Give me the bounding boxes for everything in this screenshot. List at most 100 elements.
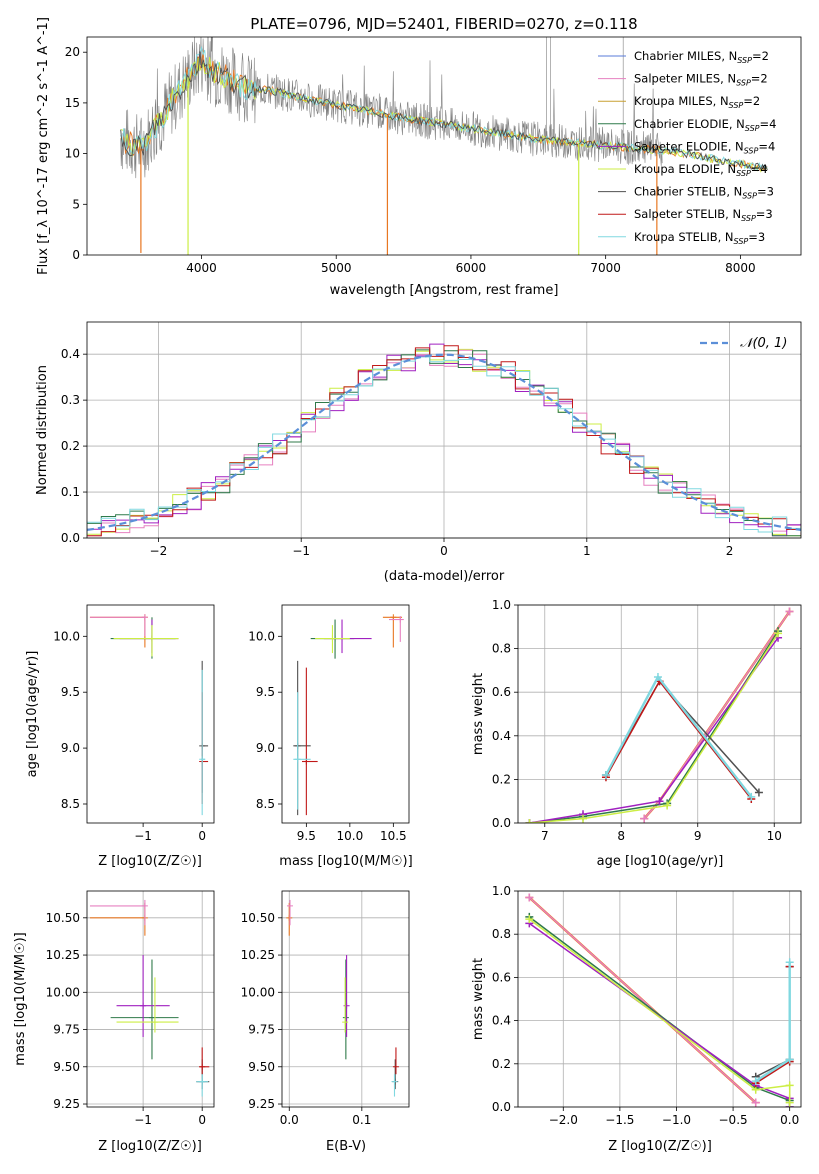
page-title: PLATE=0796, MJD=52401, FIBERID=0270, z=0… [250,15,637,33]
chart-mass_weight_vs_age: 7 8 9 10 0.0 0.2 0.4 0.6 0.8 1.0 [492,598,802,843]
series-marker-salpeter_miles [785,607,794,616]
point-marker-kroupa_elodie [329,635,336,642]
point-marker-salpeter_miles [141,902,148,909]
point-marker-salpeter_miles [286,902,293,909]
x-tick-label: −1.0 [662,1113,691,1127]
chart-spectrum: 4000 5000 6000 7000 8000 0 5 10 15 20 Chabrier MIL… [65,36,802,275]
axes-frame [517,604,802,824]
x-tick-label: 10.0 [336,829,363,843]
y-tick-label: 0.2 [61,439,80,453]
y-tick-label: 10.25 [46,948,80,962]
y-tick-label: 0.4 [61,347,80,361]
legend-label-salpeter_stelib: Salpeter STELIB, NSSP=3 [634,207,773,223]
axes-frame [517,890,802,1108]
legend-label-chabrier_elodie: Chabrier ELODIE, NSSP=4 [634,117,776,133]
chart-residuals: −2 −1 0 1 2 0.0 0.1 0.2 0.3 0.4 𝒩(0, 1) [61,321,802,558]
series-kroupa_elodie [529,632,779,823]
spectrum-model-chabrier_stelib [120,51,768,171]
x-tick-label: 7000 [590,261,621,275]
point-marker-salpeter_stelib [392,1063,399,1070]
x-tick-label: 0 [198,1113,206,1127]
x-tick-label: 2 [726,544,734,558]
chart-age_vs_mass: 9.5 10.0 10.5 8.5 9.0 9.5 10.0 [248,604,410,843]
point-marker-kroupa_elodie [342,1019,349,1026]
y-tick-label: 0.0 [492,1100,511,1114]
x-tick-label: 0 [440,544,448,558]
y-tick-label: 0.0 [492,816,511,830]
y-tick-label: 1.0 [492,884,511,898]
series-marker-kroupa_elodie [785,1081,794,1090]
series-marker-kroupa_stelib [747,792,756,801]
y-tick-label: 0.2 [492,772,511,786]
series-marker-kroupa_stelib [751,1077,760,1086]
series-salpeter_miles [528,896,757,1104]
y-tick-label: 10.00 [46,985,80,999]
y-axis-label: age [log10(age/yr)] [25,651,40,778]
series-marker-kroupa_stelib [653,672,662,681]
y-tick-label: 9.75 [248,1023,275,1037]
y-tick-label: 0.8 [492,642,511,656]
x-tick-label: −1 [134,1113,152,1127]
histogram-salpeter_stelib [87,345,801,537]
legend-label-salpeter_miles: Salpeter MILES, NSSP=2 [634,72,768,88]
series-marker-kroupa_stelib [785,958,794,967]
x-tick-label: 9.5 [297,829,316,843]
legend-label-chabrier_miles: Chabrier MILES, NSSP=2 [634,49,769,65]
x-tick-label: 8 [617,829,625,843]
series-marker-salpeter_miles [751,1098,760,1107]
series-marker-kroupa_elodie [525,915,534,924]
y-axis-label: mass weight [471,958,486,1040]
y-tick-label: 0.4 [492,1014,511,1028]
y-tick-label: 10.50 [241,911,275,925]
chart-mass_vs_Z: −1 0 9.25 9.50 9.75 10.00 10.25 10.50 [46,890,215,1127]
series-marker-kroupa_stelib [601,771,610,780]
point-marker-salpeter_elodie [343,1002,350,1009]
series-marker-kroupa_stelib [785,1055,794,1064]
x-tick-label: 9 [694,829,702,843]
x-tick-label: −2 [150,544,168,558]
series-chabrier_elodie [529,630,779,823]
y-tick-label: 0.6 [492,685,511,699]
y-tick-label: 5 [72,197,80,211]
y-tick-label: 0.6 [492,970,511,984]
x-tick-label: −1 [134,829,152,843]
x-axis-label: Z [log10(Z/Z☉)] [98,1139,202,1154]
x-axis-label: (data-model)/error [384,569,505,584]
y-tick-label: 10.0 [53,629,80,643]
x-tick-label: 8000 [725,261,756,275]
axes-frame [86,36,802,256]
series-marker-salpeter_miles [525,893,534,902]
series-marker-salpeter_elodie [655,797,664,806]
y-tick-label: 0 [72,248,80,262]
y-axis-label: Flux [f_λ 10^-17 erg cm^-2 s^-1 A^-1] [36,17,51,275]
gaussian-curve [87,353,801,531]
y-tick-label: 9.5 [61,685,80,699]
x-tick-label: 0.1 [352,1113,371,1127]
plot-area-spectrum [120,37,768,255]
series-marker-kroupa_elodie [774,629,783,638]
histogram-kroupa_stelib [87,356,801,537]
y-tick-label: 9.75 [53,1023,80,1037]
series-marker-chabrier_stelib [754,788,763,797]
y-tick-label: 0.4 [492,729,511,743]
x-tick-label: 6000 [456,261,487,275]
series-kroupa_elodie [528,918,791,1103]
series-salpeter_elodie [529,637,779,823]
x-tick-label: 7 [541,829,549,843]
plot-area-age_vs_mass [293,614,404,816]
series-marker-kroupa_elodie [579,814,588,823]
x-tick-label: 0.0 [280,1113,299,1127]
y-tick-label: 10 [65,147,80,161]
y-tick-label: 10.0 [248,629,275,643]
spectrum-data [120,37,663,179]
plot-area-mass_vs_EBV [286,899,399,1097]
legend-label-kroupa_miles: Kroupa MILES, NSSP=2 [634,94,760,110]
axes-frame [86,604,215,824]
legend-label-salpeter_elodie: Salpeter ELODIE, NSSP=4 [634,139,775,155]
y-tick-label: 10.25 [241,948,275,962]
y-tick-label: 9.0 [61,741,80,755]
axes-frame [281,890,410,1108]
x-tick-label: 0 [198,829,206,843]
y-tick-label: 9.50 [53,1060,80,1074]
x-axis-label: wavelength [Angstrom, rest frame] [330,283,559,298]
